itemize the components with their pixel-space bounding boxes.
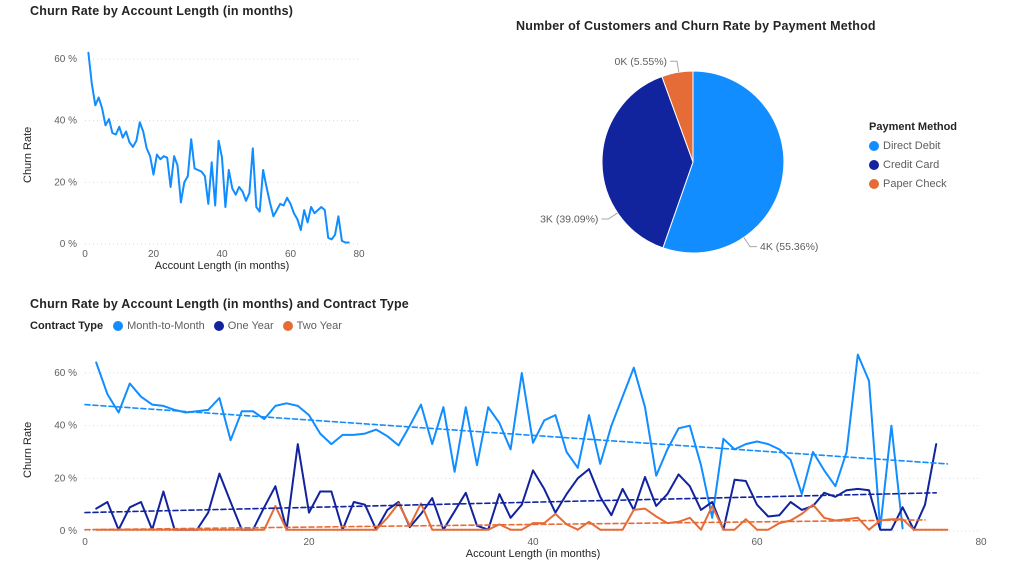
pie-label-leader-line [670, 60, 680, 73]
legend-label: Direct Debit [883, 140, 941, 152]
series-line-churn-rate[interactable] [87, 51, 350, 244]
y-tick-label: 0 % [60, 526, 77, 537]
legend-color-dot-paper-check [869, 179, 879, 189]
payment-method-legend-items: Direct Debit Credit Card Paper Check [869, 140, 1019, 190]
series-line-month-to-month[interactable] [95, 353, 904, 530]
y-tick-label: 20 % [54, 473, 77, 484]
legend-item-direct-debit[interactable]: Direct Debit [869, 140, 1019, 152]
churn-by-contract-x-axis-title: Account Length (in months) [465, 548, 601, 560]
legend-item-one-year[interactable]: One Year [213, 320, 274, 332]
y-tick-label: 60 % [54, 54, 77, 65]
churn-by-length-line-chart[interactable]: 0 % 20 % 40 % 60 % 0 20 40 60 80 [0, 0, 400, 292]
x-tick-label: 0 [82, 537, 88, 548]
legend-item-month-to-month[interactable]: Month-to-Month [113, 320, 205, 332]
legend-item-two-year[interactable]: Two Year [282, 320, 342, 332]
x-tick-label: 20 [303, 537, 315, 548]
series-line-one-year-trend [84, 492, 938, 514]
churn-by-contract-title: Churn Rate by Account Length (in months)… [30, 297, 409, 311]
contract-type-legend-items: Month-to-Month One Year Two Year [113, 320, 351, 332]
legend-color-dot-month-to-month [113, 321, 124, 331]
legend-color-dot-one-year [213, 321, 224, 331]
x-tick-label: 0 [82, 249, 88, 260]
legend-label: One Year [227, 320, 274, 332]
x-tick-label: 60 [285, 249, 297, 260]
pie-label-leader-line [743, 237, 757, 248]
x-tick-label: 40 [216, 249, 228, 260]
churn-by-contract-line-chart[interactable]: 0 % 20 % 40 % 60 % 0 20 40 60 80 [0, 344, 1024, 584]
legend-color-dot-two-year [282, 321, 293, 331]
payment-method-pie-title: Number of Customers and Churn Rate by Pa… [516, 19, 876, 33]
pie-slice-paper-check[interactable] [661, 70, 694, 163]
pie-label-leader-line [601, 212, 618, 220]
contract-type-legend: Contract Type Month-to-Month One Year Two … [30, 320, 351, 332]
y-tick-label: 40 % [54, 421, 77, 432]
pie-slice-credit-card[interactable] [601, 75, 694, 249]
y-tick-label: 20 % [54, 177, 77, 188]
legend-label: Paper Check [883, 178, 947, 190]
y-tick-label: 40 % [54, 116, 77, 127]
legend-label: Month-to-Month [127, 320, 205, 332]
series-line-month-to-month-trend [84, 403, 949, 465]
pie-data-label-direct-debit: 4K (55.36%) [760, 241, 818, 253]
pie-data-label-paper-check: 0K (5.55%) [615, 56, 668, 68]
legend-item-paper-check[interactable]: Paper Check [869, 178, 1019, 190]
legend-color-dot-direct-debit [869, 141, 879, 151]
pie-data-label-credit-card: 3K (39.09%) [540, 214, 598, 226]
x-tick-label: 40 [527, 537, 539, 548]
legend-item-credit-card[interactable]: Credit Card [869, 159, 1019, 171]
x-tick-label: 20 [148, 249, 160, 260]
payment-method-legend: Payment Method Direct Debit Credit Card Pa… [869, 121, 1019, 190]
contract-type-legend-title: Contract Type [30, 320, 104, 332]
payment-method-legend-title: Payment Method [869, 121, 958, 133]
legend-label: Credit Card [883, 159, 940, 171]
x-tick-label: 80 [353, 249, 365, 260]
legend-label: Two Year [296, 320, 342, 332]
churn-by-length-x-axis-title: Account Length (in months) [154, 260, 290, 272]
series-line-one-year[interactable] [95, 443, 938, 531]
legend-color-dot-credit-card [869, 160, 879, 170]
x-tick-label: 80 [975, 537, 987, 548]
series-line-two-year[interactable] [95, 502, 949, 531]
y-tick-label: 0 % [60, 239, 77, 250]
payment-method-pie-chart[interactable]: 4K (55.36%) 3K (39.09%) 0K (5.55%) [500, 40, 870, 270]
x-tick-label: 60 [751, 537, 763, 548]
series-line-two-year-trend [84, 519, 926, 531]
churn-by-length-title: Churn Rate by Account Length (in months) [30, 4, 294, 18]
y-tick-label: 60 % [54, 368, 77, 379]
